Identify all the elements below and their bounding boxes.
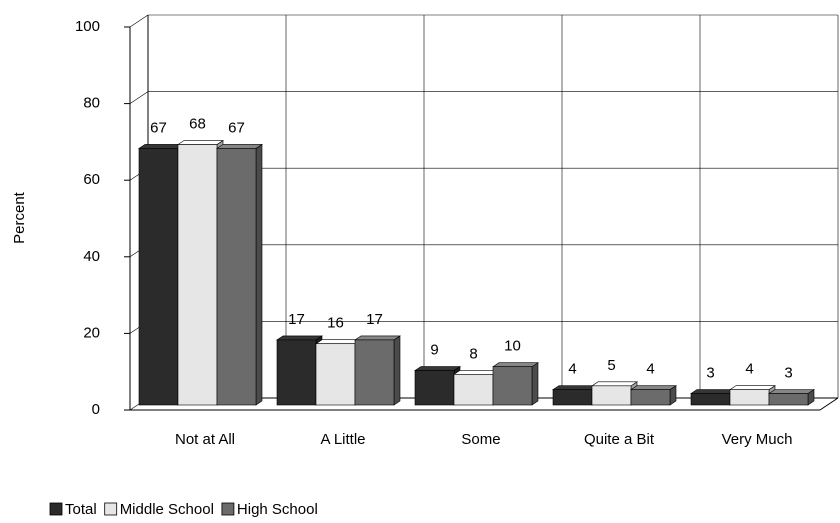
bar-top (552, 385, 599, 390)
x-tick-label: Quite a Bit (584, 431, 655, 448)
y-tick-label: 20 (83, 324, 100, 341)
tick-link (129, 91, 149, 104)
bar (453, 374, 494, 406)
bar (315, 343, 356, 406)
value-label: 3 (706, 364, 714, 381)
bar-top (315, 339, 362, 345)
bar-side (255, 143, 263, 406)
bar (492, 366, 533, 406)
x-tick-label: A Little (320, 431, 365, 448)
bar-side (393, 335, 401, 406)
value-label: 9 (430, 341, 438, 358)
value-label: 67 (150, 119, 167, 136)
bar-top (768, 389, 815, 394)
value-label: 4 (568, 361, 576, 378)
y-tick-label: 40 (83, 248, 100, 265)
legend-label: High School (237, 501, 318, 518)
value-label: 67 (228, 119, 245, 136)
bar-top (729, 385, 776, 390)
value-label: 16 (327, 315, 344, 332)
bar (354, 339, 395, 406)
value-label: 17 (288, 311, 305, 328)
bar-top (177, 140, 224, 145)
y-tick-label: 100 (75, 18, 100, 35)
bar (630, 389, 671, 406)
bar-top (216, 144, 263, 149)
x-tick-label: Not at All (175, 431, 235, 448)
bar-top (138, 144, 185, 149)
bar-top (492, 362, 539, 368)
value-label: 8 (469, 345, 477, 362)
x-tick-label: Very Much (722, 431, 793, 448)
y-tick-label: 0 (92, 401, 100, 418)
y-tick-label: 80 (83, 95, 100, 112)
legend-label: Middle School (120, 501, 214, 518)
legend-swatch (49, 502, 63, 516)
value-label: 68 (189, 116, 206, 133)
bar (138, 148, 179, 406)
bar (690, 393, 731, 406)
value-label: 10 (504, 338, 521, 355)
tick-link (129, 14, 149, 28)
legend-label: Total (65, 501, 97, 518)
x-tick-label: Some (461, 431, 500, 448)
value-label: 4 (646, 361, 654, 378)
floor-right (819, 397, 839, 411)
bar (552, 389, 593, 406)
bar-top (453, 370, 500, 375)
bar-top (354, 335, 401, 341)
bar (768, 393, 809, 406)
bar-top (276, 335, 323, 341)
bar-top (690, 389, 737, 394)
bar (729, 389, 770, 406)
legend-swatch (104, 502, 118, 516)
bar-top (630, 385, 677, 390)
value-label: 3 (784, 364, 792, 381)
y-tick-label: 60 (83, 171, 100, 188)
bar-top (414, 366, 461, 371)
value-label: 5 (607, 357, 615, 374)
value-label: 4 (745, 361, 753, 378)
value-label: 17 (366, 311, 383, 328)
bar (276, 339, 317, 406)
bar (177, 144, 218, 406)
bar (216, 148, 257, 406)
bar-side (531, 362, 539, 406)
bar (414, 370, 455, 406)
bar-top (591, 381, 638, 387)
y-axis-label: Percent (11, 191, 28, 244)
bar (591, 385, 632, 406)
legend-swatch (221, 502, 235, 516)
